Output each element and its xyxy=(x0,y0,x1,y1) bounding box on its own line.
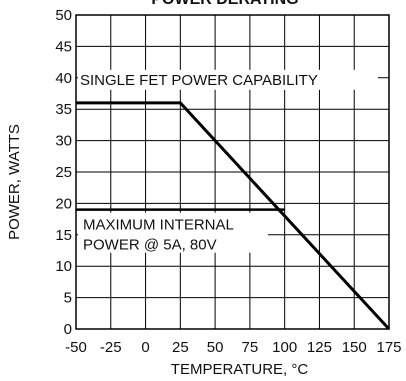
series-line-single-fet xyxy=(76,101,391,331)
y-axis-label: POWER, WATTS xyxy=(6,124,23,240)
x-tick-label: 50 xyxy=(207,339,224,356)
x-tick-label: 175 xyxy=(376,339,401,356)
chart-title: POWER DERATING xyxy=(151,0,298,8)
x-axis-label: TEMPERATURE, °C xyxy=(171,361,309,378)
chart-marks xyxy=(76,101,391,331)
y-tick-label: 5 xyxy=(64,290,72,307)
x-tick-label: 125 xyxy=(307,339,332,356)
y-tick-label: 35 xyxy=(55,101,72,118)
y-tick-label: 10 xyxy=(55,258,72,275)
series-label: SINGLE FET POWER CAPABILITY xyxy=(80,72,318,89)
y-tick-label: 15 xyxy=(55,227,72,244)
annotations: SINGLE FET POWER CAPABILITY MAXIMUM INTER… xyxy=(78,69,378,254)
y-tick-label: 20 xyxy=(55,195,72,212)
plot-frame xyxy=(75,14,390,330)
x-tick-labels: -50 -25 0 25 50 75 100 125 150 175 xyxy=(65,339,401,356)
x-tick-label: 150 xyxy=(342,339,367,356)
y-tick-labels: 0 5 10 15 20 25 30 35 40 45 50 xyxy=(55,7,72,338)
reference-label-box xyxy=(78,212,268,253)
y-tick-label: 40 xyxy=(55,70,72,87)
reference-label-line: MAXIMUM INTERNAL xyxy=(83,217,234,234)
reference-label-line: POWER @ 5A, 80V xyxy=(83,237,217,254)
y-tick-label: 30 xyxy=(55,133,72,150)
y-tick-label: 0 xyxy=(64,321,72,338)
y-tick-label: 25 xyxy=(55,164,72,181)
x-tick-label: -50 xyxy=(65,339,87,356)
series-label-box xyxy=(78,69,378,90)
x-tick-label: 75 xyxy=(242,339,259,356)
grid-lines xyxy=(75,14,390,330)
x-tick-label: -25 xyxy=(100,339,122,356)
x-tick-label: 0 xyxy=(141,339,149,356)
x-tick-label: 100 xyxy=(272,339,297,356)
y-tick-label: 50 xyxy=(55,7,72,24)
y-tick-label: 45 xyxy=(55,38,72,55)
x-tick-label: 25 xyxy=(172,339,189,356)
